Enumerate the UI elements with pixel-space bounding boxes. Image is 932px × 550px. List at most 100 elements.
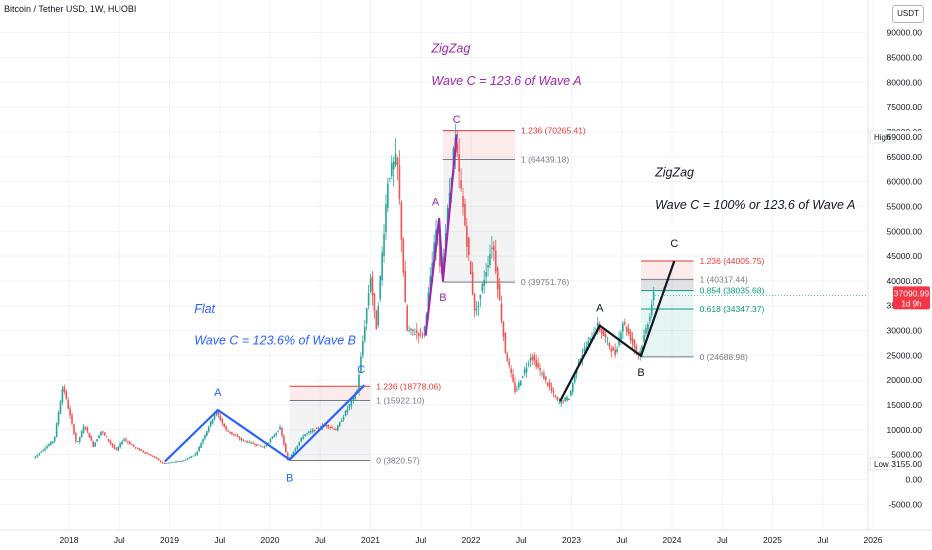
candle-body — [154, 456, 156, 458]
candle-body — [462, 195, 464, 208]
candle-body — [608, 342, 611, 347]
price-axis[interactable]: -5000.00 0.00 5000.00 10000.00 15000.00 20000… — [655, 0, 930, 530]
candle-body — [105, 436, 108, 438]
candle-body — [475, 308, 478, 311]
candle-body — [227, 430, 229, 432]
time-tick-label: 2021 — [361, 535, 380, 545]
candle-body — [225, 426, 227, 430]
chart-grid — [0, 0, 874, 530]
last-price-box — [893, 286, 930, 310]
time-tick-label: 2026 — [864, 535, 883, 545]
candle-body — [652, 291, 655, 301]
candle-body — [506, 353, 509, 362]
fib-level-label: 1 (40317.44) — [700, 274, 748, 284]
candle-body — [55, 423, 58, 437]
candle-body — [163, 463, 166, 464]
candle-body — [115, 448, 118, 450]
candle-body — [589, 337, 591, 341]
candle-body — [40, 451, 43, 453]
candle-body — [171, 462, 173, 463]
price-tick-label: 15000.00 — [887, 400, 923, 410]
candle-body — [159, 460, 162, 462]
candle-body — [556, 397, 559, 400]
candle-body — [394, 154, 397, 166]
candle-body — [487, 265, 489, 268]
candle-body — [604, 333, 607, 338]
fib-level-label: 0.618 (34347.37) — [700, 304, 765, 314]
candle-body — [313, 429, 316, 431]
candle-body — [306, 432, 308, 434]
candle-body — [612, 347, 615, 351]
time-tick-label: Jul — [114, 535, 125, 545]
candle-body — [310, 431, 312, 433]
candle-body — [71, 415, 73, 424]
time-tick-label: 2025 — [763, 535, 782, 545]
candle-body — [296, 445, 299, 449]
candle-body — [329, 427, 331, 428]
candle-body — [377, 306, 380, 326]
candle-body — [65, 391, 68, 399]
candle-body — [521, 376, 524, 378]
annotation-text: Flat — [194, 302, 215, 316]
price-tick-label: 25000.00 — [887, 350, 923, 360]
candle-body — [625, 326, 628, 332]
candle-body — [371, 276, 374, 296]
candle-body — [620, 332, 622, 341]
candle-body — [560, 399, 563, 404]
wave-label-c: C — [357, 364, 365, 376]
candle-body — [125, 439, 127, 441]
candle-body — [390, 162, 393, 177]
candle-body — [491, 247, 493, 249]
wave-annotations: Flat Wave C = 123.6% of Wave B ZigZag Wave … — [194, 42, 855, 348]
candle-body — [244, 440, 247, 442]
candle-body — [485, 271, 487, 277]
candle-body — [367, 293, 370, 306]
candle-body — [88, 432, 91, 438]
candle-body — [107, 438, 110, 442]
candle-body — [493, 245, 495, 251]
candle-body — [518, 382, 520, 388]
candle-body — [423, 326, 426, 332]
candle-body — [623, 322, 626, 325]
candle-body — [360, 356, 362, 373]
candle-body — [211, 419, 214, 424]
time-axis[interactable]: 2018 Jul 2019 Jul 2020 Jul 2021 Jul 2022 Jul 2023 J… — [0, 529, 932, 545]
time-tick-label: Jul — [717, 535, 728, 545]
candle-body — [421, 333, 424, 336]
candle-body — [327, 424, 329, 428]
candle-body — [489, 254, 491, 265]
candle-body — [510, 368, 512, 374]
candle-body — [467, 237, 470, 256]
price-tick-label: 80000.00 — [887, 77, 923, 87]
candle-body — [194, 453, 197, 456]
candle-body — [283, 435, 285, 445]
price-tick-label: 40000.00 — [887, 276, 923, 286]
candle-body — [335, 429, 337, 431]
candle-body — [333, 428, 335, 430]
price-tick-label: 30000.00 — [887, 326, 923, 336]
candle-body — [67, 400, 69, 409]
candle-body — [246, 441, 249, 443]
candle-body — [298, 441, 301, 446]
candle-body — [392, 161, 395, 170]
time-tick-label: Jul — [214, 535, 225, 545]
candle-body — [464, 203, 466, 226]
candle-body — [439, 238, 441, 267]
price-tick-label: 5000.00 — [891, 450, 922, 460]
candle-body — [142, 450, 145, 453]
currency-selector[interactable]: USDT — [892, 5, 924, 23]
candle-body — [602, 330, 605, 337]
candle-body — [155, 457, 158, 459]
candle-body — [292, 451, 295, 455]
candle-body — [144, 452, 147, 454]
candle-body — [531, 356, 534, 360]
candle-body — [261, 446, 264, 448]
candle-body — [236, 435, 239, 438]
candle-body — [98, 435, 100, 439]
candle-body — [290, 454, 293, 458]
price-tick-label: 90000.00 — [887, 28, 923, 38]
candle-body — [80, 431, 83, 438]
candle-body — [649, 316, 651, 321]
candle-body — [639, 351, 642, 355]
